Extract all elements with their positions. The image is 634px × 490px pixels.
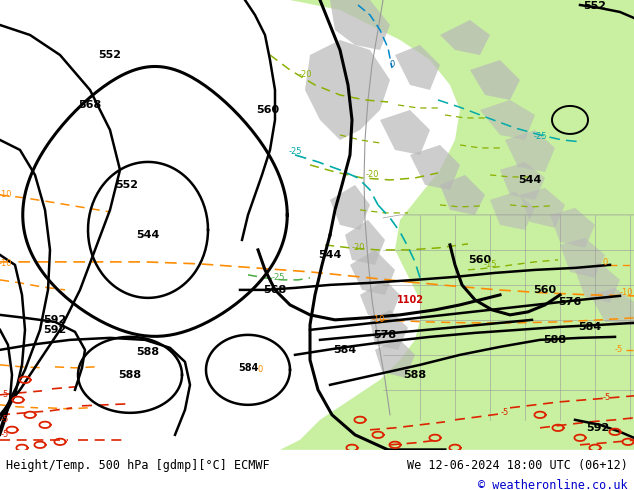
Text: -5: -5 [615, 345, 623, 354]
Text: 552: 552 [115, 180, 138, 190]
Text: 552: 552 [583, 1, 607, 11]
Text: 588: 588 [119, 370, 141, 380]
Text: 584: 584 [578, 322, 602, 332]
Text: 0: 0 [602, 258, 607, 268]
Polygon shape [380, 110, 430, 155]
Text: 0: 0 [389, 60, 394, 70]
Polygon shape [490, 192, 535, 230]
Polygon shape [375, 338, 415, 378]
Text: -10: -10 [372, 316, 385, 324]
Text: © weatheronline.co.uk: © weatheronline.co.uk [478, 479, 628, 490]
Text: -20: -20 [298, 71, 312, 79]
Text: -5: -5 [501, 408, 509, 417]
Polygon shape [550, 208, 595, 248]
Polygon shape [240, 0, 634, 450]
Text: Height/Temp. 500 hPa [gdmp][°C] ECMWF: Height/Temp. 500 hPa [gdmp][°C] ECMWF [6, 459, 270, 471]
Text: 544: 544 [136, 230, 160, 240]
Text: 568: 568 [263, 285, 287, 295]
Text: 576: 576 [559, 297, 581, 307]
Text: 592: 592 [43, 315, 67, 325]
Polygon shape [590, 288, 634, 325]
Text: -5: -5 [603, 393, 611, 402]
Text: -20: -20 [351, 244, 365, 252]
Text: We 12-06-2024 18:00 UTC (06+12): We 12-06-2024 18:00 UTC (06+12) [407, 459, 628, 471]
Text: 588: 588 [136, 347, 160, 357]
Text: 1102: 1102 [396, 295, 424, 305]
Polygon shape [345, 220, 385, 265]
Text: -10: -10 [0, 191, 12, 199]
Polygon shape [330, 185, 370, 230]
Text: -15: -15 [483, 260, 497, 270]
Text: 584: 584 [238, 363, 258, 373]
Text: 0: 0 [257, 366, 262, 374]
Text: 588: 588 [543, 335, 567, 345]
Text: 560: 560 [256, 105, 280, 115]
Text: -25: -25 [288, 147, 302, 156]
Text: -25: -25 [533, 132, 547, 142]
Text: 544: 544 [519, 175, 541, 185]
Polygon shape [305, 40, 390, 140]
Text: -5: -5 [1, 416, 9, 424]
Polygon shape [410, 145, 460, 190]
Polygon shape [505, 130, 555, 172]
Polygon shape [440, 20, 490, 55]
Text: 588: 588 [403, 370, 427, 380]
Polygon shape [500, 162, 545, 200]
Text: -5: -5 [1, 391, 9, 399]
Text: 578: 578 [373, 330, 396, 340]
Polygon shape [440, 175, 485, 215]
Text: 552: 552 [98, 50, 122, 60]
Polygon shape [575, 263, 620, 303]
Polygon shape [370, 310, 408, 350]
Polygon shape [360, 280, 400, 320]
Polygon shape [350, 250, 395, 295]
Text: -10: -10 [0, 259, 12, 269]
Text: 584: 584 [333, 345, 356, 355]
Text: 560: 560 [533, 285, 557, 295]
Text: -25: -25 [271, 273, 285, 282]
Polygon shape [560, 0, 634, 80]
Text: -5: -5 [1, 430, 9, 440]
Text: -20: -20 [365, 171, 378, 179]
Polygon shape [470, 60, 520, 100]
Text: 544: 544 [318, 250, 342, 260]
Text: 592: 592 [43, 325, 67, 335]
Text: 568: 568 [79, 100, 101, 110]
Text: 560: 560 [469, 255, 491, 265]
Polygon shape [480, 100, 535, 140]
Polygon shape [560, 238, 605, 278]
Polygon shape [520, 188, 565, 228]
Text: 592: 592 [586, 423, 610, 433]
Polygon shape [330, 0, 390, 50]
Polygon shape [395, 45, 440, 90]
Ellipse shape [597, 87, 619, 103]
Text: -10: -10 [619, 289, 633, 297]
